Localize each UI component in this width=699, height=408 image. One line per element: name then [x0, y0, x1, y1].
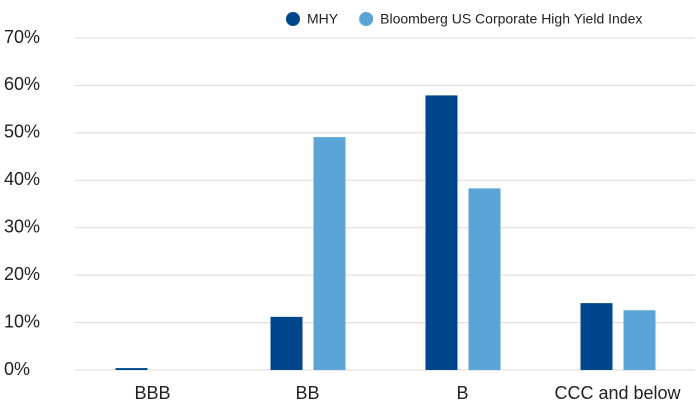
legend-marker — [359, 12, 374, 26]
bar — [623, 310, 656, 370]
y-tick-label: 30% — [4, 216, 40, 236]
bar — [425, 95, 458, 370]
x-tick-label: B — [456, 383, 468, 403]
bar — [580, 303, 613, 370]
bar — [270, 316, 303, 370]
y-tick-label: 40% — [4, 169, 40, 189]
y-tick-label: 0% — [4, 359, 30, 379]
y-tick-label: 50% — [4, 122, 40, 142]
bar — [313, 137, 346, 370]
y-tick-label: 70% — [4, 27, 40, 47]
legend-label: Bloomberg US Corporate High Yield Index — [380, 11, 642, 27]
x-tick-label: BB — [295, 383, 319, 403]
legend-marker — [286, 12, 300, 26]
y-tick-label: 60% — [4, 74, 40, 94]
y-tick-label: 10% — [4, 311, 40, 331]
bar — [468, 188, 501, 370]
legend-label: MHY — [307, 11, 339, 27]
y-tick-label: 20% — [4, 264, 40, 284]
x-tick-label: BBB — [134, 383, 170, 403]
x-tick-label: CCC and below — [554, 383, 681, 403]
bar — [115, 368, 148, 370]
